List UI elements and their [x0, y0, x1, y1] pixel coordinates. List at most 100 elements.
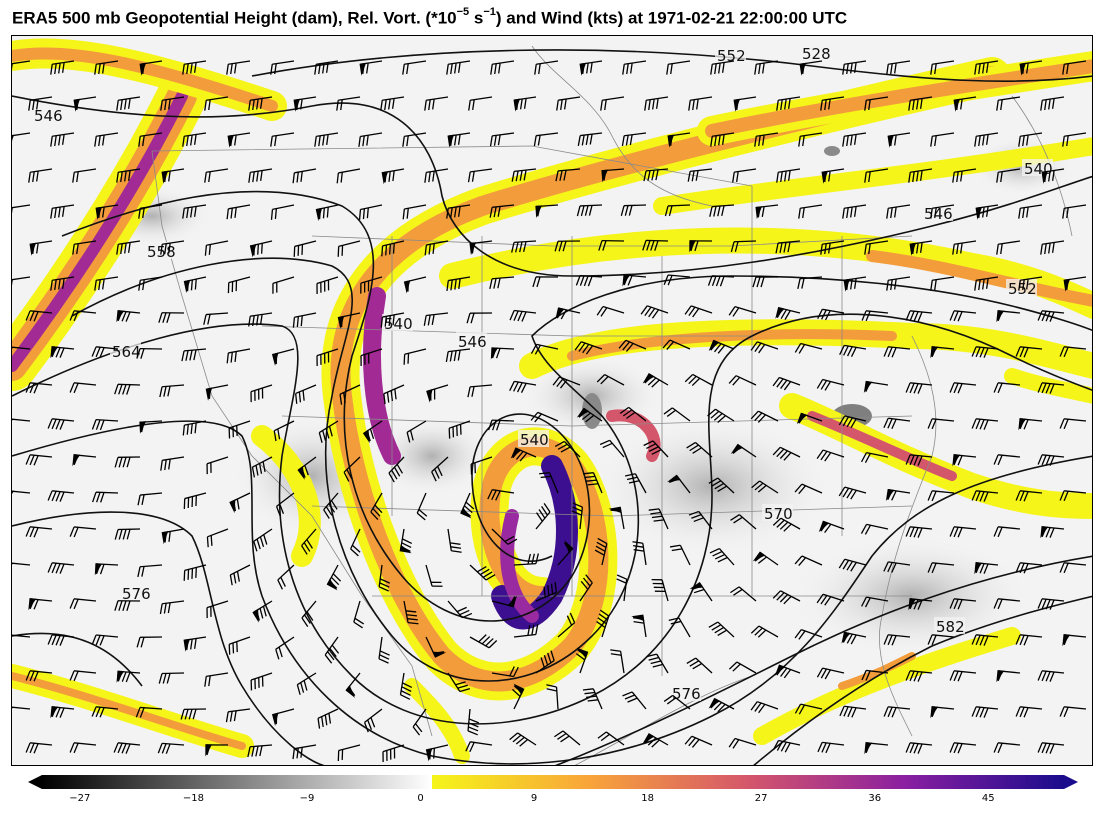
wind-barb	[816, 593, 845, 606]
wind-barb	[350, 528, 361, 557]
wind-barb	[491, 595, 517, 608]
wind-barb	[1015, 490, 1043, 502]
wind-barb	[388, 456, 405, 483]
wind-barb	[180, 708, 207, 720]
wind-barb	[25, 742, 53, 754]
wind-barb	[621, 132, 647, 147]
wind-barb	[728, 661, 757, 674]
wind-barb	[993, 454, 1021, 466]
wind-barb	[138, 204, 163, 219]
wind-barb	[383, 384, 405, 405]
wind-barb	[490, 347, 515, 360]
wind-barb	[535, 502, 551, 530]
wind-barb	[272, 276, 295, 294]
wind-barb	[684, 373, 713, 387]
wind-barb	[883, 417, 911, 430]
wind-barb	[598, 239, 625, 251]
wind-barb	[535, 582, 557, 602]
wind-barb	[927, 562, 955, 574]
wind-barb	[575, 647, 589, 674]
wind-barb	[905, 742, 933, 754]
wind-barb	[908, 168, 933, 183]
contour-label: 540	[384, 315, 413, 333]
wind-barb	[974, 562, 999, 575]
wind-barb	[619, 406, 647, 422]
wind-barb	[596, 305, 625, 317]
contour-label: 546	[34, 107, 63, 125]
wind-barb	[554, 240, 581, 252]
wind-barb	[72, 454, 97, 467]
wind-barb	[949, 382, 977, 394]
wind-barb	[905, 670, 933, 682]
colorbar-tick-label: 18	[641, 793, 654, 804]
wind-barb	[489, 132, 515, 147]
wind-barb	[618, 339, 647, 352]
wind-barb	[1062, 60, 1087, 75]
wind-barb	[69, 382, 97, 394]
wind-barb	[842, 204, 867, 219]
wind-barb	[416, 492, 428, 521]
wind-barb	[205, 384, 229, 401]
wind-barb	[886, 60, 911, 75]
wind-barb	[159, 384, 185, 398]
wind-barb	[708, 621, 735, 638]
wind-barb	[12, 132, 31, 142]
wind-barb	[686, 441, 713, 458]
wind-barb	[1041, 168, 1065, 184]
wind-barb	[469, 240, 493, 256]
wind-barb	[378, 564, 391, 592]
wind-barb	[546, 684, 559, 710]
wind-barb	[1063, 276, 1087, 292]
wind-barb	[751, 480, 779, 494]
colorbar-tick-label: −18	[182, 793, 204, 804]
wind-barb	[971, 418, 999, 430]
wind-barb	[908, 598, 933, 611]
wind-barb	[447, 132, 471, 148]
wind-barb	[292, 168, 317, 184]
contour-label: 582	[936, 618, 965, 636]
wind-barb	[183, 636, 207, 652]
wind-barb	[292, 744, 317, 760]
contour-label: 528	[802, 45, 831, 63]
wind-barb	[95, 204, 119, 220]
wind-barb	[841, 631, 867, 645]
wind-barb	[620, 204, 647, 216]
wind-barb	[993, 598, 1021, 610]
wind-barb	[750, 341, 779, 354]
colorbar-min-arrow	[28, 775, 42, 789]
wind-barb	[816, 449, 845, 462]
wind-barb	[509, 732, 537, 747]
wind-barb	[776, 96, 801, 111]
wind-barb	[625, 473, 647, 494]
wind-barb	[203, 312, 229, 325]
wind-barb	[491, 528, 518, 545]
wind-barb	[138, 132, 163, 147]
wind-barb	[974, 276, 999, 291]
wind-barb	[225, 708, 251, 723]
wind-barb	[158, 672, 185, 684]
wind-barb	[709, 547, 735, 566]
wind-barb	[402, 60, 427, 75]
wind-barb	[275, 492, 295, 517]
wind-barb	[1062, 204, 1087, 219]
wind-barb	[343, 456, 361, 482]
wind-barb	[794, 555, 823, 566]
wind-barb	[358, 204, 383, 220]
wind-barb	[1018, 418, 1043, 431]
wind-barb	[817, 741, 845, 754]
wind-barb	[116, 168, 141, 183]
wind-barb	[358, 132, 383, 147]
wind-barb	[575, 274, 603, 287]
wind-barb	[270, 204, 295, 220]
wind-barb	[927, 418, 955, 430]
colorbar-ticks: −27 −18 −9 0 9 18 27 36 45	[0, 793, 1100, 809]
wind-barb	[12, 634, 31, 638]
wind-barb	[1018, 204, 1043, 219]
wind-barb	[930, 706, 955, 719]
wind-barb	[69, 598, 97, 610]
weather-map[interactable]: 552 528 546 540 546 552 558 564 540 546 540 570 576 5…	[11, 35, 1093, 766]
wind-barb	[1018, 276, 1043, 291]
wind-barb	[667, 132, 691, 148]
wind-barb	[316, 348, 339, 367]
wind-barb	[380, 96, 405, 111]
